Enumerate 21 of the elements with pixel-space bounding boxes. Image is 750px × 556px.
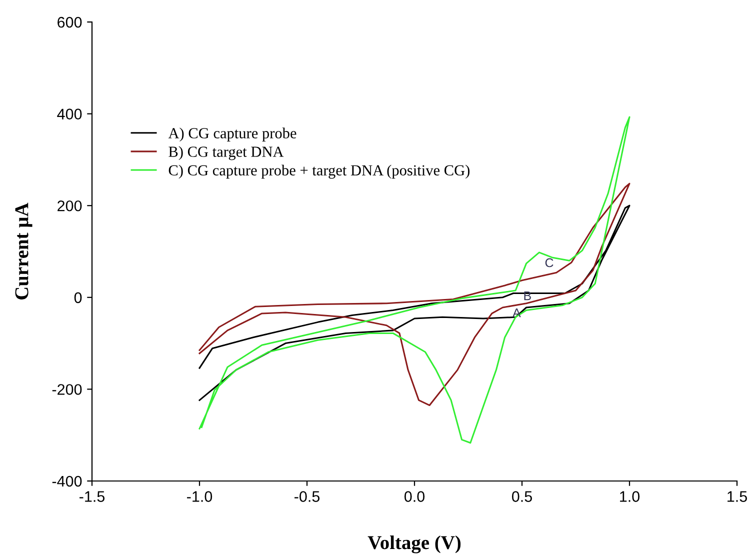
x-tick-label: -1.0 [187,491,212,502]
annotation: A [512,308,521,318]
x-tick-label: -1.5 [80,491,105,502]
x-tick-label: 1.0 [620,491,640,502]
y-tick-label: 400 [57,108,82,120]
y-tick-label: 200 [58,200,82,212]
y-axis-title: Current µA [15,202,32,300]
x-tick-label: 1.5 [728,491,747,502]
y-tick-label: 0 [74,292,82,304]
x-tick-label: 0.5 [512,491,532,502]
y-tick-label: -400 [52,476,82,487]
legend-label: B) CG target DNA [168,146,284,160]
legend-label: A) CG capture probe [168,128,296,142]
x-tick-label: -0.5 [294,491,320,502]
y-tick-label: 600 [58,16,82,28]
legend-label: C) CG capture probe + target DNA (positive CG) [168,164,470,179]
x-axis-title: Voltage (V) [368,536,461,554]
x-tick-label: 0.0 [404,491,425,502]
y-tick-label: -200 [52,384,82,395]
annotation: B [524,291,531,300]
annotation: C [545,258,554,268]
